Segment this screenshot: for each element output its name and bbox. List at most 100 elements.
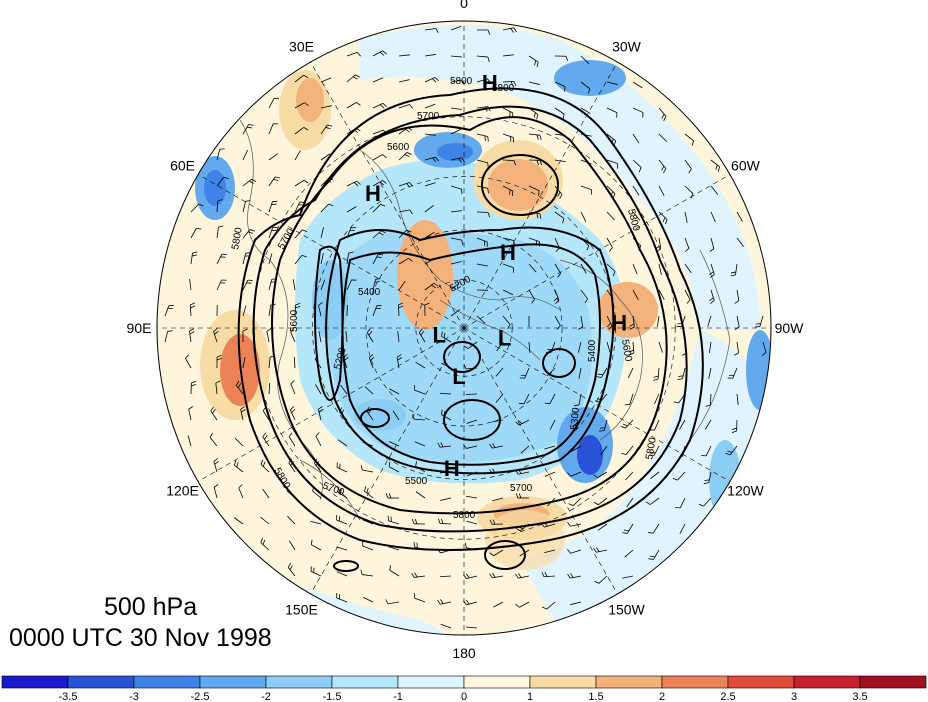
colorbar-tick-label: -1 <box>393 691 403 702</box>
wind-barb <box>476 29 491 35</box>
wind-barb <box>502 185 514 196</box>
wind-barb <box>366 328 374 343</box>
wind-barb <box>528 341 531 353</box>
wind-barb <box>439 392 452 395</box>
wind-barb <box>606 81 618 85</box>
wind-barb <box>684 237 690 252</box>
wind-barb <box>544 549 556 553</box>
wind-barb <box>554 81 566 92</box>
meridian-label: 120W <box>727 483 764 499</box>
wind-barb <box>466 495 478 499</box>
wind-barb <box>315 384 322 395</box>
wind-barb <box>626 497 634 508</box>
wind-barb <box>593 547 608 553</box>
wind-barb <box>185 354 192 369</box>
contour-label: 5600 <box>387 142 410 153</box>
wind-barb <box>574 393 582 407</box>
wind-barb <box>389 565 400 577</box>
contour-label: 5600 <box>619 339 634 363</box>
wind-barb <box>450 128 462 135</box>
wind-barb <box>242 178 257 187</box>
wind-barb <box>242 200 251 213</box>
contour-label: 5800 <box>492 83 515 94</box>
wind-barb <box>502 81 517 87</box>
wind-barb <box>372 77 384 83</box>
wind-barb <box>362 541 374 551</box>
wind-barb <box>544 471 556 477</box>
wind-barb <box>476 237 488 248</box>
wind-barb <box>438 518 452 525</box>
wind-barb <box>234 460 244 473</box>
wind-barb <box>294 102 309 109</box>
wind-barb <box>684 133 694 146</box>
colorbar-swatch <box>397 675 465 689</box>
wind-barb <box>398 104 413 109</box>
contour-label: 5400 <box>587 339 598 362</box>
wind-barb <box>580 185 593 195</box>
wind-barb <box>310 539 322 551</box>
wind-barb <box>415 491 426 499</box>
wind-barb <box>736 211 743 222</box>
wind-barb <box>189 302 196 317</box>
wind-barb <box>528 263 537 273</box>
wind-barb <box>658 185 665 196</box>
wind-barb <box>242 305 247 317</box>
colorbar-tick-label: -2 <box>261 691 271 702</box>
wind-barb <box>289 406 296 421</box>
wind-barb <box>424 103 436 109</box>
wind-barb <box>268 123 279 135</box>
wind-barb <box>392 410 400 421</box>
wind-barb <box>594 575 608 584</box>
colorbar-swatch <box>331 675 399 689</box>
wind-barb <box>209 432 218 447</box>
wind-barb <box>362 596 374 603</box>
wind-barb <box>734 341 739 356</box>
colorbar-swatch <box>199 675 267 689</box>
wind-barb <box>597 523 608 531</box>
wind-barb <box>725 445 738 456</box>
wind-barb <box>628 341 635 356</box>
wind-barb <box>424 282 439 291</box>
wind-barb <box>502 133 515 143</box>
colorbar-tick-label: 3 <box>791 691 797 702</box>
map-boundary <box>156 20 772 636</box>
wind-barb <box>424 77 439 83</box>
wind-barb <box>242 149 248 161</box>
wind-barb <box>388 461 400 473</box>
wind-barb <box>190 203 204 213</box>
wind-barb <box>606 211 615 221</box>
wind-barb <box>290 328 296 343</box>
wind-barb <box>492 419 504 423</box>
wind-barb <box>492 497 504 502</box>
wind-barb <box>397 331 400 343</box>
wind-barb <box>398 209 413 215</box>
wind-barb <box>648 549 660 560</box>
colorbar-swatch <box>133 675 201 689</box>
wind-barb <box>476 159 489 168</box>
wind-barb <box>288 540 296 551</box>
contour-label: 5800 <box>453 510 476 521</box>
wind-barb <box>294 179 309 187</box>
colorbar-swatch <box>463 675 531 689</box>
wind-barb <box>624 549 634 558</box>
wind-barb <box>233 517 244 525</box>
wind-barb <box>294 303 301 317</box>
wind-barb <box>216 354 222 369</box>
wind-barb <box>346 251 354 265</box>
wind-barb <box>372 180 387 187</box>
wind-barb <box>658 211 668 225</box>
wind-barb <box>554 185 563 200</box>
wind-barb <box>549 419 556 430</box>
wind-barb <box>519 393 530 405</box>
wind-barb <box>388 441 400 447</box>
wind-barb <box>709 289 715 304</box>
wind-barb <box>418 328 426 343</box>
wind-barb <box>632 263 638 275</box>
colorbar-swatch <box>67 675 135 689</box>
contour-label: 5500 <box>405 476 428 487</box>
wind-barb <box>495 393 504 403</box>
meridian-label: 30W <box>612 39 642 55</box>
wind-barb <box>528 55 539 68</box>
wind-barb <box>554 237 560 252</box>
wind-barb <box>632 211 641 221</box>
